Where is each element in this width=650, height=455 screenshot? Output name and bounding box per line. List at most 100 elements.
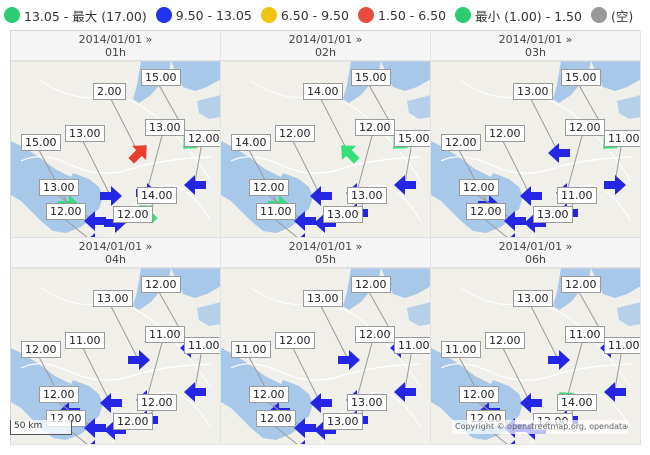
station-value-label[interactable]: 15.00 <box>394 130 430 147</box>
legend-item[interactable]: (空) <box>590 6 633 25</box>
wind-arrow-icon[interactable] <box>83 438 107 444</box>
station-value-label[interactable]: 14.00 <box>137 187 177 204</box>
wind-arrow-icon[interactable] <box>603 173 627 197</box>
legend-item[interactable]: 9.50 - 13.05 <box>155 7 252 23</box>
wind-arrow-icon[interactable] <box>332 136 366 170</box>
station-value-label[interactable]: 12.00 <box>441 134 481 151</box>
legend-item[interactable]: 6.50 - 9.50 <box>260 7 349 23</box>
map-panel-05h[interactable]: 2014/01/01 » 05h 12.00 13.00 12.00 12.00 11.0… <box>221 238 431 445</box>
station-value-label[interactable]: 14.00 <box>303 83 343 100</box>
map-view[interactable]: 12.00 13.00 11.00 12.00 11.00 11.00 14.00 12.00… <box>431 268 640 444</box>
wind-arrow-icon[interactable] <box>337 348 361 372</box>
panel-header[interactable]: 2014/01/01 » 06h <box>431 238 640 268</box>
station-value-label[interactable]: 15.00 <box>21 134 61 151</box>
station-value-label[interactable]: 12.00 <box>113 206 153 223</box>
wind-arrow-icon[interactable] <box>313 418 337 442</box>
station-value-label[interactable]: 12.00 <box>141 276 181 293</box>
legend-item[interactable]: 13.05 - 最大 (17.00) <box>4 6 147 25</box>
station-value-label[interactable]: 12.00 <box>485 332 525 349</box>
station-value-label[interactable]: 12.00 <box>46 203 86 220</box>
wind-arrow-icon[interactable] <box>503 209 527 233</box>
wind-arrow-icon[interactable] <box>313 211 337 235</box>
station-value-label[interactable]: 11.00 <box>65 332 105 349</box>
map-view[interactable]: 15.00 2.00 13.00 13.00 12.00 15.00 14.00 12.00 1… <box>11 61 220 237</box>
map-view[interactable]: 12.00 13.00 12.00 12.00 11.00 11.00 13.00 13.00… <box>221 268 430 444</box>
station-value-label[interactable]: 12.00 <box>485 125 525 142</box>
panel-date-link[interactable]: 2014/01/01 » <box>498 240 573 253</box>
wind-arrow-icon[interactable] <box>547 141 571 165</box>
panel-date-link[interactable]: 2014/01/01 » <box>288 240 363 253</box>
station-value-label[interactable]: 13.00 <box>65 125 105 142</box>
wind-arrow-icon[interactable] <box>503 438 527 444</box>
station-value-label[interactable]: 11.00 <box>604 337 640 354</box>
station-value-label[interactable]: 11.00 <box>557 187 597 204</box>
map-panel-02h[interactable]: 2014/01/01 » 02h 15.00 14.00 12.00 12.00 15.0… <box>221 31 431 238</box>
station-value-label[interactable]: 13.00 <box>93 290 133 307</box>
station-value-label[interactable]: 12.00 <box>275 125 315 142</box>
wind-arrow-icon[interactable] <box>183 380 207 404</box>
station-value-label[interactable]: 12.00 <box>565 119 605 136</box>
station-value-label[interactable]: 12.00 <box>355 326 395 343</box>
station-value-label[interactable]: 15.00 <box>561 69 601 86</box>
station-value-label[interactable]: 12.00 <box>39 386 79 403</box>
station-value-label[interactable]: 11.00 <box>604 130 640 147</box>
wind-arrow-icon[interactable] <box>309 184 333 208</box>
station-value-label[interactable]: 12.00 <box>137 394 177 411</box>
station-value-label[interactable]: 15.00 <box>351 69 391 86</box>
wind-arrow-icon[interactable] <box>103 418 127 442</box>
wind-arrow-icon[interactable] <box>393 380 417 404</box>
station-value-label[interactable]: 14.00 <box>557 394 597 411</box>
station-value-label[interactable]: 11.00 <box>565 326 605 343</box>
map-view[interactable]: 15.00 13.00 12.00 12.00 11.00 12.00 11.00 13.00… <box>431 61 640 237</box>
station-value-label[interactable]: 13.00 <box>303 290 343 307</box>
station-value-label[interactable]: 12.00 <box>184 130 220 147</box>
station-value-label[interactable]: 12.00 <box>256 410 296 427</box>
station-value-label[interactable]: 13.00 <box>145 119 185 136</box>
panel-header[interactable]: 2014/01/01 » 03h <box>431 31 640 61</box>
wind-arrow-icon[interactable] <box>183 173 207 197</box>
station-value-label[interactable]: 2.00 <box>93 83 126 100</box>
map-attribution[interactable]: Copyright © openstreetmap.org, opendatac… <box>452 420 628 434</box>
station-value-label[interactable]: 12.00 <box>561 276 601 293</box>
wind-arrow-icon[interactable] <box>293 416 317 440</box>
wind-arrow-icon[interactable] <box>83 209 107 233</box>
wind-arrow-icon[interactable] <box>122 136 156 170</box>
station-value-label[interactable]: 15.00 <box>141 69 181 86</box>
wind-arrow-icon[interactable] <box>99 184 123 208</box>
station-value-label[interactable]: 11.00 <box>184 337 220 354</box>
station-value-label[interactable]: 12.00 <box>351 276 391 293</box>
station-value-label[interactable]: 13.00 <box>533 206 573 223</box>
legend-item[interactable]: 1.50 - 6.50 <box>357 7 446 23</box>
wind-arrow-icon[interactable] <box>519 391 543 415</box>
panel-header[interactable]: 2014/01/01 » 05h <box>221 238 430 268</box>
station-value-label[interactable]: 12.00 <box>459 179 499 196</box>
panel-date-link[interactable]: 2014/01/01 » <box>288 33 363 46</box>
station-value-label[interactable]: 13.00 <box>323 413 363 430</box>
wind-arrow-icon[interactable] <box>603 380 627 404</box>
wind-arrow-icon[interactable] <box>547 348 571 372</box>
wind-arrow-icon[interactable] <box>99 391 123 415</box>
wind-arrow-icon[interactable] <box>523 211 547 235</box>
station-value-label[interactable]: 13.00 <box>39 179 79 196</box>
station-value-label[interactable]: 13.00 <box>347 394 387 411</box>
station-value-label[interactable]: 13.00 <box>513 83 553 100</box>
station-value-label[interactable]: 11.00 <box>231 341 271 358</box>
wind-arrow-icon[interactable] <box>309 391 333 415</box>
station-value-label[interactable]: 14.00 <box>231 134 271 151</box>
wind-arrow-icon[interactable] <box>293 209 317 233</box>
station-value-label[interactable]: 12.00 <box>113 413 153 430</box>
station-value-label[interactable]: 12.00 <box>249 179 289 196</box>
map-panel-03h[interactable]: 2014/01/01 » 03h 15.00 13.00 12.00 12.00 11.0… <box>431 31 641 238</box>
station-value-label[interactable]: 11.00 <box>256 203 296 220</box>
station-value-label[interactable]: 12.00 <box>459 386 499 403</box>
map-panel-06h[interactable]: 2014/01/01 » 06h 12.00 13.00 11.00 12.00 11.0… <box>431 238 641 445</box>
station-value-label[interactable]: 11.00 <box>441 341 481 358</box>
station-value-label[interactable]: 12.00 <box>466 203 506 220</box>
station-value-label[interactable]: 12.00 <box>355 119 395 136</box>
station-value-label[interactable]: 13.00 <box>513 290 553 307</box>
panel-date-link[interactable]: 2014/01/01 » <box>78 33 153 46</box>
panel-header[interactable]: 2014/01/01 » 02h <box>221 31 430 61</box>
legend-item[interactable]: 最小 (1.00) - 1.50 <box>455 6 582 25</box>
station-value-label[interactable]: 12.00 <box>21 341 61 358</box>
wind-arrow-icon[interactable] <box>127 348 151 372</box>
